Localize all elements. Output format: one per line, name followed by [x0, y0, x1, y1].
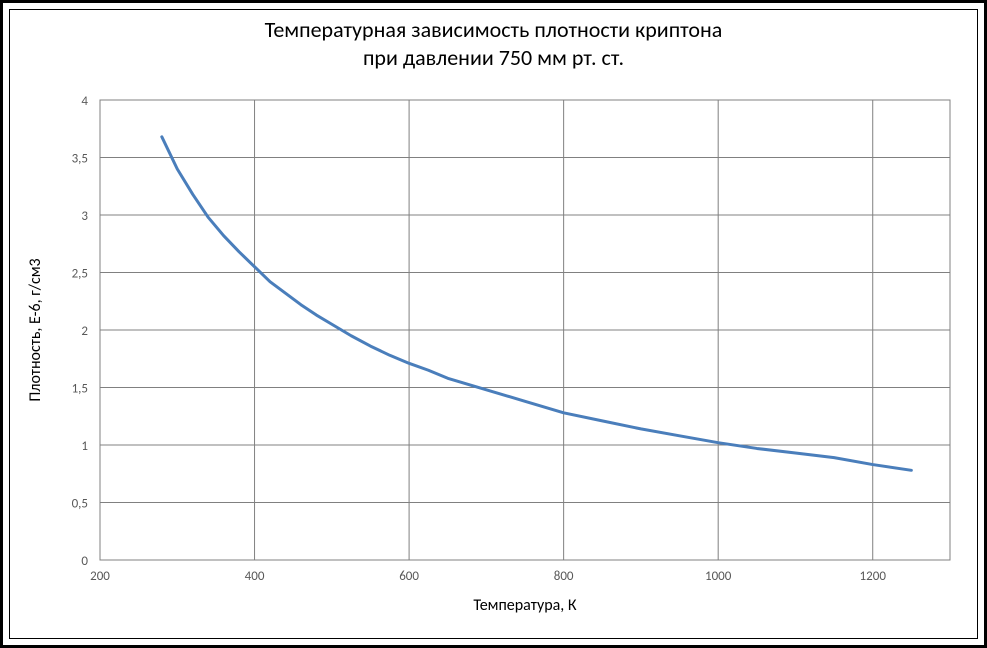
y-tick-label: 0 — [81, 554, 88, 569]
chart-title-line1: Температурная зависимость плотности крип… — [10, 16, 977, 44]
y-tick-label: 4 — [81, 94, 88, 109]
x-axis-label: Температура, К — [473, 596, 576, 615]
y-tick-label: 1 — [81, 439, 88, 454]
x-tick-label: 400 — [245, 569, 265, 584]
x-tick-label: 200 — [90, 569, 110, 584]
chart-inner-frame: Температурная зависимость плотности крип… — [9, 9, 978, 639]
x-tick-label: 800 — [554, 569, 574, 584]
chart-plot: 200 400 600 800 1000 1200 0 0,5 1 1,5 2 2,5 3 3,5 4 Тем… — [10, 80, 975, 640]
chart-title: Температурная зависимость плотности крип… — [10, 16, 977, 71]
y-tick-label: 0,5 — [72, 497, 88, 512]
y-tick-label: 1,5 — [72, 382, 88, 397]
x-tick-label: 600 — [399, 569, 419, 584]
y-tick-label: 3,5 — [72, 152, 88, 167]
y-tick-label: 2,5 — [72, 267, 88, 282]
x-tick-label: 1000 — [705, 569, 732, 584]
y-axis-label: Плотность, E-6, г/см3 — [26, 258, 45, 401]
x-tick-label: 1200 — [860, 569, 887, 584]
y-tick-label: 2 — [81, 324, 88, 339]
chart-outer-frame: Температурная зависимость плотности крип… — [0, 0, 987, 648]
density-series-line — [162, 137, 912, 471]
y-tick-label: 3 — [81, 209, 88, 224]
chart-title-line2: при давлении 750 мм рт. ст. — [10, 44, 977, 72]
